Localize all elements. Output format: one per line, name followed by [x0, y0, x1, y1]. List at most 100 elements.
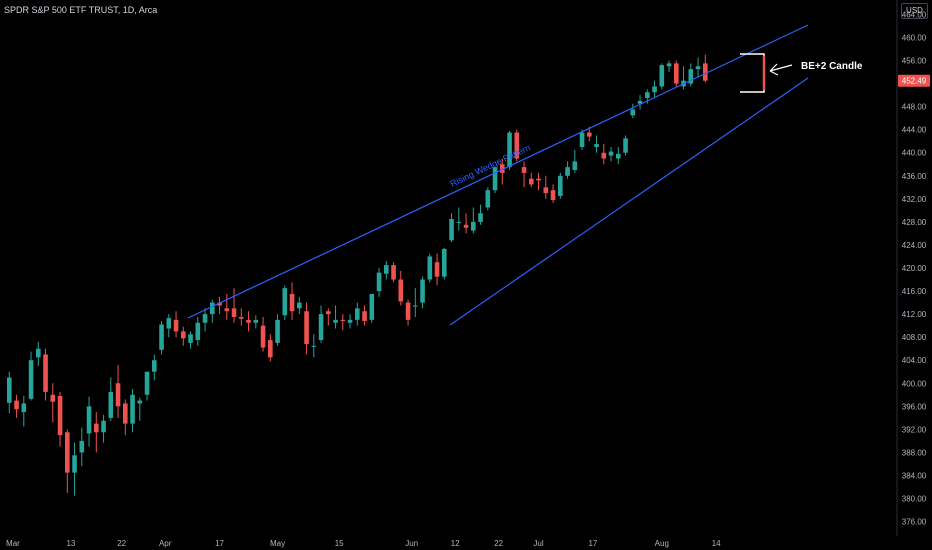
- candle: [347, 314, 353, 329]
- y-tick-label: 440.00: [902, 149, 927, 158]
- candle-body: [623, 138, 628, 153]
- candle-body: [695, 66, 701, 70]
- x-tick-label: 17: [215, 539, 224, 548]
- y-tick-label: 432.00: [902, 195, 927, 204]
- candle: [253, 315, 259, 329]
- candle: [260, 316, 266, 352]
- candle: [123, 399, 128, 436]
- candle: [558, 172, 563, 199]
- candle-body: [587, 132, 592, 137]
- candle: [478, 204, 483, 225]
- y-tick-label: 396.00: [902, 402, 927, 411]
- currency-button[interactable]: USD: [901, 3, 928, 19]
- x-tick-label: Jun: [405, 539, 418, 548]
- candle-body: [57, 395, 63, 436]
- candle-body: [413, 305, 418, 307]
- candle-body: [463, 224, 469, 228]
- candle-body: [50, 394, 56, 402]
- candle-body: [7, 377, 12, 403]
- candle: [239, 308, 244, 326]
- candle: [217, 296, 222, 315]
- candle: [36, 341, 41, 366]
- candle: [268, 334, 273, 362]
- candle-body: [188, 334, 193, 343]
- candle-body: [637, 100, 643, 104]
- candle-body: [550, 190, 556, 200]
- x-tick-label: 13: [66, 539, 75, 548]
- candle: [21, 395, 27, 427]
- candle: [384, 261, 389, 280]
- candle: [405, 299, 411, 326]
- y-tick-label: 448.00: [902, 103, 927, 112]
- candle-body: [282, 288, 288, 316]
- candle-body: [36, 348, 41, 358]
- candle: [442, 247, 447, 280]
- candle: [304, 302, 309, 355]
- candle-body: [594, 144, 599, 147]
- y-tick-label: 412.00: [902, 310, 927, 319]
- candle: [94, 412, 99, 453]
- candle-body: [703, 63, 708, 81]
- upper-trendline[interactable]: [187, 24, 809, 319]
- candle: [391, 262, 396, 283]
- time-axis[interactable]: Mar 13 22 Apr 17 May 15 Jun 12 22 Jul 17 Aug 14: [6, 539, 721, 548]
- candle-body: [21, 403, 27, 413]
- candle: [152, 354, 157, 381]
- candle-body: [94, 423, 99, 433]
- candle-body: [210, 302, 215, 315]
- candle-body: [507, 132, 512, 168]
- candle: [659, 63, 665, 90]
- candle-body: [688, 69, 694, 84]
- price-axis[interactable]: 376.00 380.00 384.00 388.00 392.00 396.00 400.…: [902, 10, 927, 526]
- y-tick-label: 384.00: [902, 471, 927, 480]
- rising-wedge-label: Rising Wedge Pattern: [449, 142, 532, 188]
- candle-body: [340, 319, 346, 322]
- candle-body: [347, 319, 353, 323]
- candle-body: [275, 319, 280, 343]
- candle: [456, 207, 462, 231]
- candle: [210, 299, 215, 323]
- candles: [7, 54, 708, 496]
- be2-candle-label: BE+2 Candle: [801, 61, 863, 72]
- y-tick-label: 400.00: [902, 379, 927, 388]
- candle: [282, 285, 288, 320]
- candle: [202, 308, 208, 332]
- chart-title: SPDR S&P 500 ETF TRUST, 1D, Arca: [4, 5, 158, 15]
- candle: [318, 305, 324, 343]
- candle: [485, 187, 491, 211]
- candle: [130, 389, 135, 433]
- candle: [623, 135, 628, 156]
- lower-trendline[interactable]: [449, 77, 809, 326]
- candle: [529, 172, 534, 188]
- bracket-marker[interactable]: [740, 53, 765, 93]
- candle: [652, 80, 657, 98]
- candle-body: [101, 420, 106, 433]
- candle: [594, 135, 599, 153]
- candle-body: [108, 391, 114, 418]
- candle: [500, 158, 505, 185]
- candle-body: [166, 318, 172, 329]
- candle-body: [674, 63, 679, 84]
- candle: [514, 129, 520, 162]
- y-tick-label: 424.00: [902, 241, 927, 250]
- candle-body: [246, 319, 251, 323]
- candle-body: [304, 311, 309, 345]
- candle-body: [115, 383, 121, 407]
- y-tick-label: 460.00: [902, 33, 927, 42]
- candle-body: [492, 167, 498, 191]
- candle-body: [260, 325, 266, 348]
- candle: [376, 268, 382, 297]
- candle-body: [558, 175, 563, 196]
- candle: [362, 305, 367, 326]
- candle-body: [318, 314, 324, 341]
- candle-body: [514, 132, 520, 159]
- candle-body: [652, 86, 657, 93]
- candle-body: [529, 178, 534, 185]
- candle: [427, 253, 433, 283]
- candle-body: [289, 293, 295, 312]
- candle-body: [86, 406, 92, 434]
- candle: [674, 60, 679, 87]
- candle: [601, 144, 607, 165]
- candle-body: [376, 272, 382, 292]
